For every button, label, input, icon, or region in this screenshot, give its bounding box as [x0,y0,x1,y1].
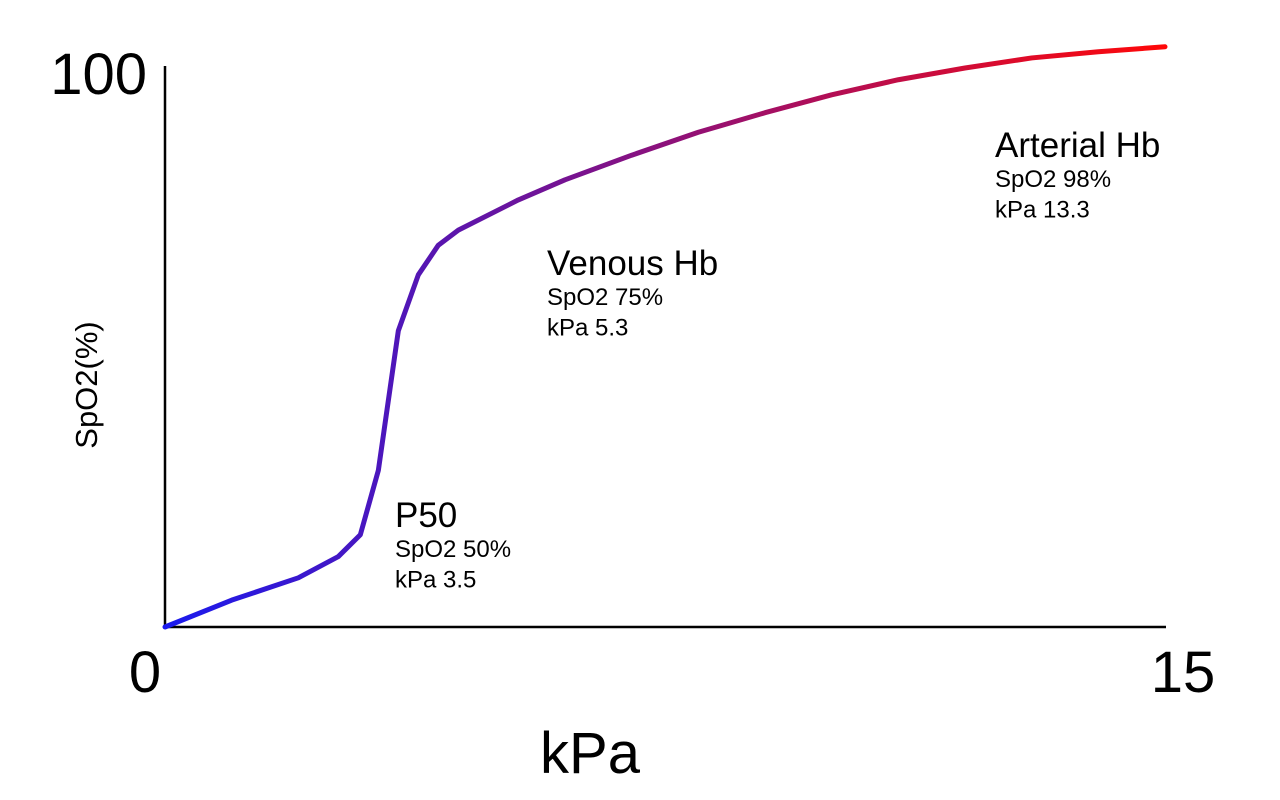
annotation-line: SpO2 75% [547,284,663,311]
y-axis-label: SpO2(%) [69,321,104,448]
annotation-title: P50 [395,496,457,535]
x-tick-label: 0 [129,640,161,705]
annotation-line: kPa 5.3 [547,315,628,342]
x-axis-label: kPa [540,721,641,786]
annotation-title: Venous Hb [547,244,718,283]
x-tick-label: 15 [1151,640,1216,705]
annotation-line: SpO2 50% [395,536,511,563]
annotation-line: SpO2 98% [995,166,1111,193]
annotation-title: Arterial Hb [995,126,1160,165]
annotation-line: kPa 3.5 [395,567,476,594]
annotation-line: kPa 13.3 [995,197,1090,224]
curve [162,44,1168,630]
y-tick-label: 100 [50,42,147,107]
